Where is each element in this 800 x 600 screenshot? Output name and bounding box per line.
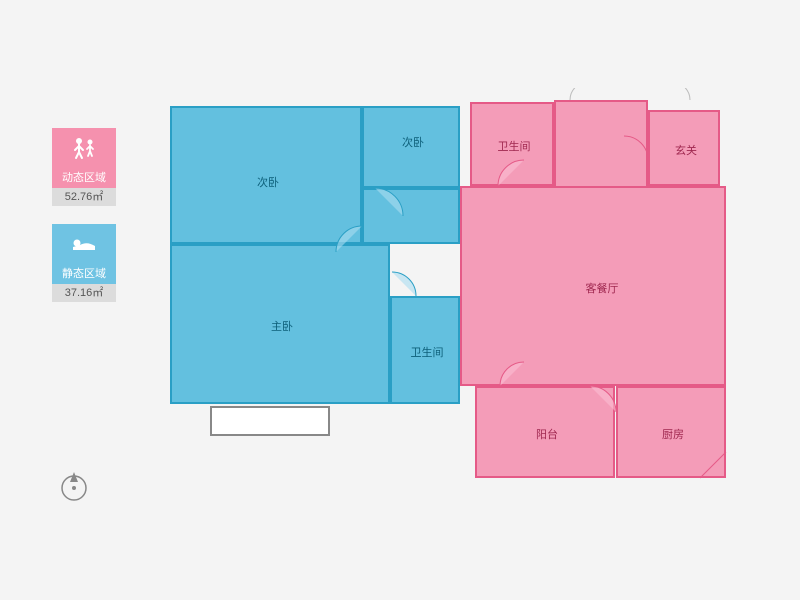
room-balcony: 阳台 xyxy=(475,386,615,478)
legend-static: 静态区域 37.16㎡ xyxy=(52,224,116,302)
room-bath2: 卫生间 xyxy=(390,296,460,404)
legend-dynamic-value: 52.76㎡ xyxy=(52,188,116,206)
label-kitchen: 厨房 xyxy=(662,426,684,442)
legend-static-title: 静态区域 xyxy=(52,264,116,284)
label-entry: 玄关 xyxy=(675,142,697,158)
label-bath2: 卫生间 xyxy=(411,344,444,360)
room-entry: 玄关 xyxy=(648,110,720,186)
label-bedroom2b: 次卧 xyxy=(402,134,424,150)
legend-panel: 动态区域 52.76㎡ 静态区域 37.16㎡ xyxy=(52,128,116,320)
label-living: 客餐厅 xyxy=(586,280,619,296)
label-balcony: 阳台 xyxy=(536,426,558,442)
legend-static-value: 37.16㎡ xyxy=(52,284,116,302)
room-kitchen: 厨房 xyxy=(616,386,726,478)
room-living-ext xyxy=(554,100,648,190)
room-bath1: 卫生间 xyxy=(470,102,554,186)
room-bedroom2a: 次卧 xyxy=(170,106,362,244)
label-bath1: 卫生间 xyxy=(498,138,531,154)
room-bedroom2b: 次卧 xyxy=(362,106,460,188)
people-icon xyxy=(52,128,116,168)
room-master: 主卧 xyxy=(170,244,390,404)
legend-dynamic-title: 动态区域 xyxy=(52,168,116,188)
room-living: 客餐厅 xyxy=(460,186,726,386)
room-corridor xyxy=(362,188,460,244)
compass-icon xyxy=(56,468,92,509)
floorplan: 次卧 次卧 主卧 卫生间 卫生间 玄关 客餐厅 阳台 厨房 xyxy=(170,88,750,528)
label-bedroom2a: 次卧 xyxy=(257,174,279,190)
exterior-balcony xyxy=(210,406,330,436)
legend-dynamic: 动态区域 52.76㎡ xyxy=(52,128,116,206)
label-master: 主卧 xyxy=(271,318,293,334)
sleep-icon xyxy=(52,224,116,264)
